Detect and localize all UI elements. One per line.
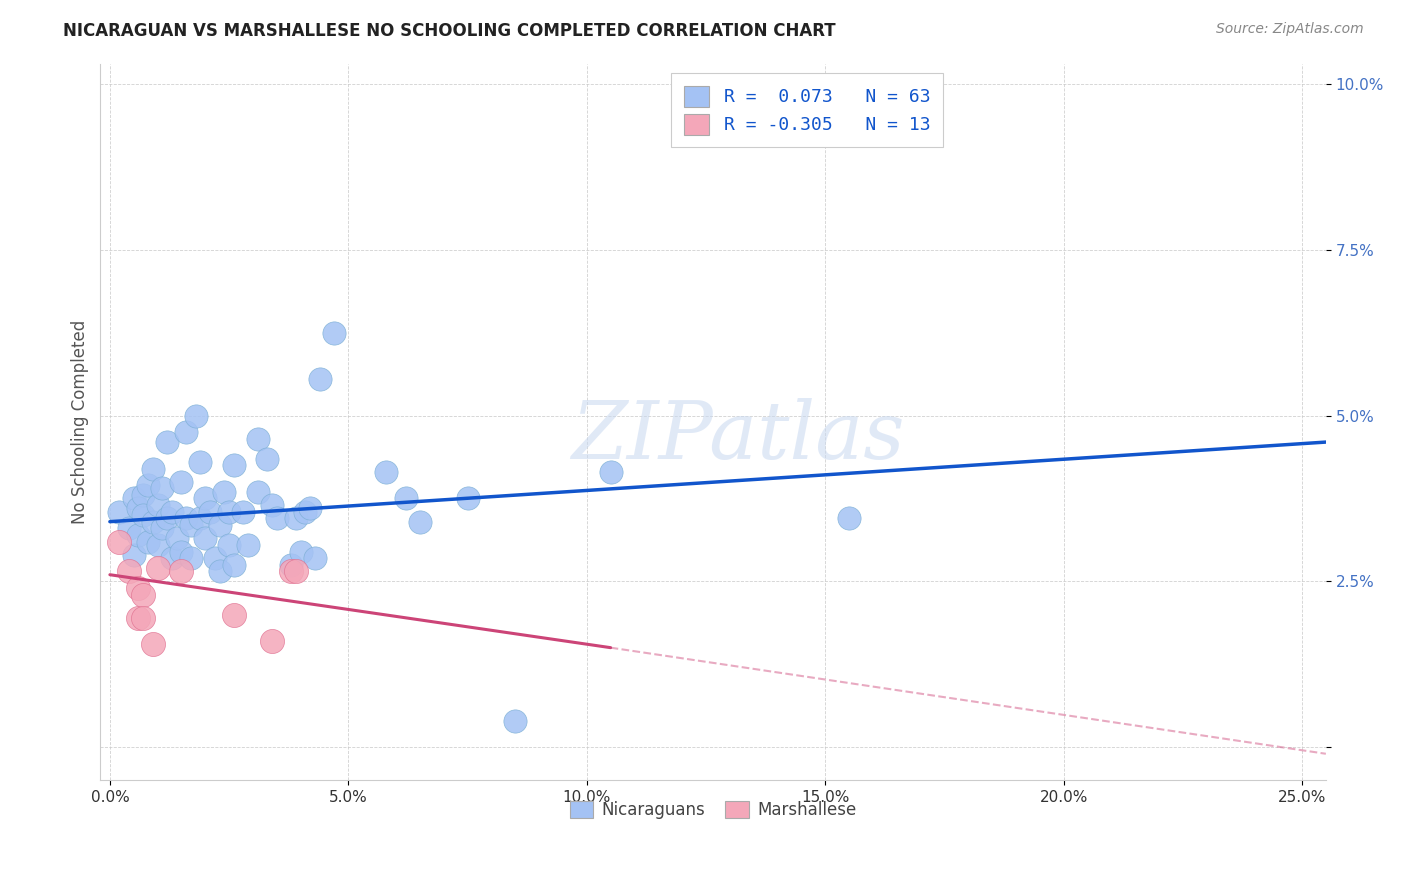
Point	[222, 458, 245, 473]
Point	[299, 501, 322, 516]
Point	[190, 511, 212, 525]
Point	[284, 511, 307, 525]
Point	[108, 505, 131, 519]
Point	[284, 565, 307, 579]
Point	[146, 538, 169, 552]
Point	[238, 538, 260, 552]
Point	[256, 451, 278, 466]
Point	[118, 565, 141, 579]
Point	[136, 534, 159, 549]
Point	[260, 634, 283, 648]
Point	[128, 501, 150, 516]
Point	[174, 511, 197, 525]
Point	[222, 558, 245, 572]
Point	[294, 505, 316, 519]
Point	[174, 425, 197, 439]
Point	[122, 491, 145, 506]
Point	[180, 551, 202, 566]
Legend: Nicaraguans, Marshallese: Nicaraguans, Marshallese	[564, 794, 863, 826]
Point	[170, 475, 193, 489]
Point	[246, 432, 269, 446]
Text: Source: ZipAtlas.com: Source: ZipAtlas.com	[1216, 22, 1364, 37]
Point	[222, 607, 245, 622]
Point	[184, 409, 207, 423]
Point	[260, 498, 283, 512]
Point	[304, 551, 326, 566]
Point	[280, 558, 302, 572]
Point	[214, 484, 236, 499]
Point	[180, 518, 202, 533]
Point	[394, 491, 416, 506]
Point	[122, 548, 145, 562]
Point	[136, 478, 159, 492]
Point	[198, 505, 221, 519]
Point	[156, 511, 179, 525]
Point	[246, 484, 269, 499]
Point	[194, 491, 217, 506]
Point	[132, 588, 155, 602]
Point	[208, 518, 231, 533]
Point	[146, 498, 169, 512]
Point	[132, 488, 155, 502]
Point	[308, 372, 330, 386]
Point	[166, 531, 188, 545]
Point	[208, 565, 231, 579]
Point	[118, 521, 141, 535]
Point	[150, 482, 173, 496]
Point	[142, 461, 165, 475]
Point	[280, 565, 302, 579]
Point	[128, 528, 150, 542]
Point	[160, 505, 183, 519]
Text: ZIPatlas: ZIPatlas	[571, 398, 904, 475]
Point	[170, 565, 193, 579]
Point	[218, 538, 240, 552]
Point	[204, 551, 226, 566]
Point	[457, 491, 479, 506]
Text: NICARAGUAN VS MARSHALLESE NO SCHOOLING COMPLETED CORRELATION CHART: NICARAGUAN VS MARSHALLESE NO SCHOOLING C…	[63, 22, 837, 40]
Point	[170, 544, 193, 558]
Point	[132, 508, 155, 522]
Point	[323, 326, 346, 340]
Point	[142, 515, 165, 529]
Point	[409, 515, 432, 529]
Point	[218, 505, 240, 519]
Point	[290, 544, 312, 558]
Point	[838, 511, 860, 525]
Point	[128, 581, 150, 595]
Point	[150, 521, 173, 535]
Point	[375, 465, 398, 479]
Point	[132, 611, 155, 625]
Point	[146, 561, 169, 575]
Point	[190, 455, 212, 469]
Point	[266, 511, 288, 525]
Point	[503, 714, 526, 728]
Point	[128, 611, 150, 625]
Point	[599, 465, 621, 479]
Point	[232, 505, 254, 519]
Point	[156, 435, 179, 450]
Point	[142, 637, 165, 651]
Point	[160, 551, 183, 566]
Y-axis label: No Schooling Completed: No Schooling Completed	[72, 320, 89, 524]
Point	[194, 531, 217, 545]
Point	[108, 534, 131, 549]
